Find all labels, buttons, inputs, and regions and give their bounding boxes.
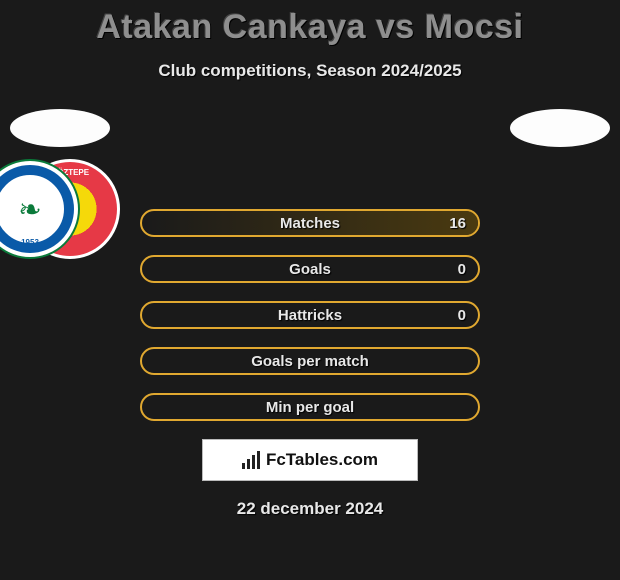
leaf-icon: ❧ [18, 193, 41, 226]
player-photo-right [510, 109, 610, 147]
stat-label: Matches [280, 215, 340, 232]
stat-bar: Goals per match [140, 347, 480, 375]
stat-bar: Min per goal [140, 393, 480, 421]
player-photo-left [10, 109, 110, 147]
stat-label: Goals [289, 261, 331, 278]
stat-label: Hattricks [278, 307, 342, 324]
brand-chart-icon [242, 451, 260, 469]
stat-label: Goals per match [251, 353, 369, 370]
stat-bar: Matches 16 [140, 209, 480, 237]
stat-bars: Matches 16 Goals 0 Hattricks 0 Goals per match… [140, 209, 480, 421]
subtitle: Club competitions, Season 2024/2025 [0, 61, 620, 81]
brand-text: FcTables.com [266, 450, 378, 470]
stat-value-right: 0 [458, 307, 466, 324]
club-year: 1953 [21, 238, 39, 247]
stat-label: Min per goal [266, 399, 354, 416]
stat-bar: Goals 0 [140, 255, 480, 283]
date-text: 22 december 2024 [0, 499, 620, 519]
brand-box[interactable]: FcTables.com [202, 439, 418, 481]
stat-value-right: 0 [458, 261, 466, 278]
stat-bar: Hattricks 0 [140, 301, 480, 329]
page-title: Atakan Cankaya vs Mocsi [0, 8, 620, 47]
stat-value-right: 16 [449, 215, 466, 232]
stats-area: ❧ 1953 Matches 16 Goals 0 Hattricks 0 Goals pe… [0, 109, 620, 421]
